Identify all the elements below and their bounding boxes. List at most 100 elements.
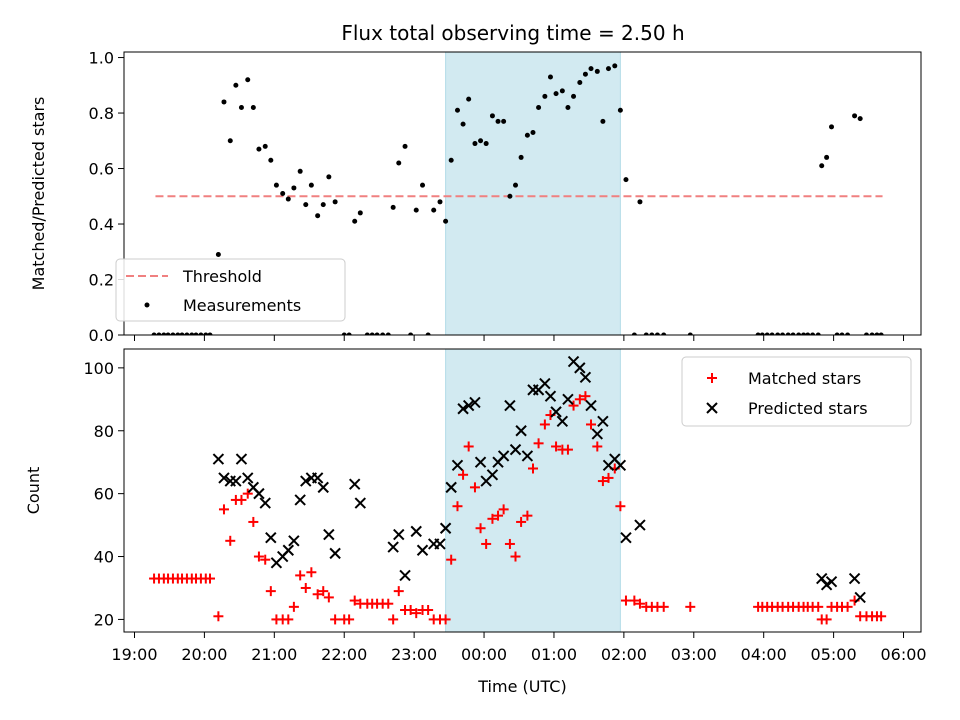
data-point (600, 118, 606, 124)
y-tick-label: 20 (94, 610, 114, 629)
data-point (396, 160, 402, 166)
data-point (594, 68, 600, 74)
data-point (315, 213, 321, 219)
data-point (574, 394, 585, 405)
marker-d2 (579, 371, 592, 384)
data-point (863, 332, 869, 335)
data-point (821, 614, 832, 625)
x-tick-label: 22:00 (321, 645, 367, 664)
data-point (542, 93, 548, 99)
marker-d2 (387, 541, 399, 553)
marker-d2 (854, 591, 866, 604)
data-point (515, 425, 527, 437)
data-point (405, 604, 416, 615)
data-point (874, 332, 880, 335)
data-point (250, 104, 256, 110)
data-point (825, 575, 838, 588)
data-point (475, 523, 486, 534)
legend-label-threshold: Threshold (182, 267, 262, 286)
y-tick-label: 80 (94, 422, 114, 441)
data-point (658, 601, 669, 612)
marker-d2 (311, 472, 324, 484)
data-point (170, 332, 176, 335)
data-point (283, 614, 294, 625)
data-point (156, 332, 162, 335)
data-point (268, 157, 274, 163)
series-matched-stars (149, 391, 887, 625)
data-point (410, 525, 422, 538)
legend-predicted-swatch (706, 402, 718, 414)
figure-title: Flux total observing time = 2.50 h (341, 21, 684, 45)
marker-d2 (634, 519, 646, 531)
data-point (544, 390, 557, 402)
data-point (463, 441, 474, 452)
data-point (344, 614, 355, 625)
data-point (857, 116, 863, 122)
x-tick-label: 03:00 (671, 645, 717, 664)
y-tick-label: 40 (94, 548, 114, 567)
data-point (815, 332, 821, 335)
data-point (755, 332, 761, 335)
data-point (230, 475, 242, 487)
data-point (273, 182, 279, 188)
data-point (842, 601, 853, 612)
x-tick-label: 02:00 (601, 645, 647, 664)
data-point (687, 332, 693, 335)
legend-box (681, 356, 912, 427)
data-point (416, 544, 429, 556)
data-point (253, 487, 265, 500)
data-point (179, 332, 185, 335)
data-point (282, 544, 295, 556)
data-point (369, 332, 375, 335)
data-point (346, 332, 352, 335)
legend: Threshold Measurements (115, 258, 346, 322)
data-point (759, 332, 765, 335)
marker-d2 (434, 538, 446, 550)
data-point (489, 113, 495, 119)
data-point (597, 476, 608, 487)
x-tick-label: 01:00 (531, 645, 577, 664)
data-point (420, 182, 426, 188)
data-point (591, 428, 604, 440)
data-point (349, 595, 360, 606)
data-point (387, 541, 399, 553)
data-point (440, 614, 451, 625)
data-point (411, 608, 422, 619)
x-tick-label: 19:00 (111, 645, 157, 664)
data-point (364, 332, 370, 335)
count-panel: 20 40 60 80 100 19:00 20:00 21:00 22:00 23:00 00:0… (24, 348, 927, 696)
axes-frame (123, 51, 922, 336)
data-point (845, 332, 851, 335)
data-point (466, 96, 472, 102)
data-point (585, 399, 597, 412)
data-point (323, 528, 335, 541)
marker-d2 (317, 481, 329, 494)
shaded-span (445, 52, 621, 335)
data-point (588, 66, 594, 72)
data-point (189, 332, 195, 335)
series-measurements (151, 63, 884, 335)
data-point (615, 501, 626, 512)
data-point (869, 332, 875, 335)
data-point (854, 591, 866, 604)
data-point (819, 163, 825, 169)
data-point (218, 504, 229, 515)
data-point (481, 538, 492, 549)
x-tick-label: 21:00 (251, 645, 297, 664)
plot-area (151, 52, 884, 335)
data-point (236, 494, 247, 505)
data-point (225, 535, 236, 546)
marker-d2 (539, 377, 551, 390)
data-point (551, 441, 562, 452)
data-point (326, 174, 332, 180)
axes-frame (123, 348, 922, 633)
legend-box (115, 258, 346, 322)
marker-d2 (550, 406, 562, 418)
data-point (536, 104, 542, 110)
data-point (603, 472, 614, 483)
marker-d2 (265, 531, 277, 544)
marker-d2 (445, 481, 457, 494)
data-point (775, 332, 781, 335)
marker-d2 (567, 355, 580, 368)
x-tick-label: 20:00 (181, 645, 227, 664)
